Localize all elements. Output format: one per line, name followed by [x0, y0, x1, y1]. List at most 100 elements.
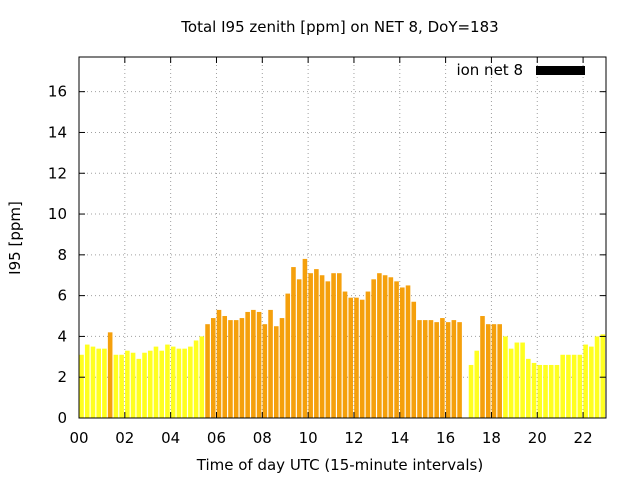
- bar: [325, 281, 331, 418]
- bar: [468, 364, 474, 418]
- grid: [79, 57, 606, 418]
- bar: [400, 287, 405, 418]
- bar: [445, 322, 451, 418]
- bar: [273, 326, 279, 418]
- bar: [365, 291, 371, 418]
- bar: [233, 320, 239, 418]
- y-tick-label: 0: [57, 409, 67, 427]
- bar: [526, 358, 531, 418]
- bar: [239, 318, 245, 418]
- y-tick-label: 12: [48, 164, 67, 182]
- bar: [514, 342, 520, 418]
- bar: [594, 336, 600, 418]
- x-axis-label: Time of day UTC (15-minute intervals): [196, 456, 483, 474]
- bar: [210, 318, 216, 418]
- bar: [119, 354, 124, 418]
- x-tick-label: 10: [299, 429, 318, 447]
- bar: [474, 350, 480, 418]
- bar: [394, 281, 399, 418]
- bar: [543, 364, 548, 418]
- x-tick-label: 08: [253, 429, 272, 447]
- y-tick-label: 2: [57, 368, 67, 386]
- bar: [245, 311, 250, 418]
- bar: [548, 364, 554, 418]
- x-tick-label: 02: [115, 429, 134, 447]
- bar: [84, 344, 90, 418]
- bar: [199, 336, 205, 418]
- bar: [147, 350, 153, 418]
- bar: [571, 354, 577, 418]
- bar: [348, 297, 354, 418]
- bar: [508, 348, 514, 418]
- bar: [600, 334, 606, 418]
- bars: [79, 258, 606, 418]
- bar: [256, 311, 262, 418]
- bar: [107, 332, 113, 418]
- x-tick-label: 04: [161, 429, 180, 447]
- bar: [165, 344, 170, 418]
- bar: [331, 273, 336, 418]
- bar: [314, 269, 319, 418]
- bar: [440, 318, 445, 418]
- bar: [566, 354, 571, 418]
- bar: [422, 320, 428, 418]
- bar: [531, 362, 537, 418]
- bar: [583, 344, 588, 418]
- bar: [102, 348, 107, 418]
- bar: [90, 346, 96, 418]
- y-tick-label: 6: [57, 287, 67, 305]
- bar: [228, 320, 233, 418]
- bar: [577, 354, 583, 418]
- bar: [188, 346, 193, 418]
- bar: [193, 340, 199, 418]
- bar: [434, 322, 439, 418]
- bar: [296, 279, 302, 418]
- bar: [79, 354, 84, 418]
- bar: [497, 324, 502, 418]
- legend: ion net 8: [456, 61, 585, 79]
- bar: [359, 299, 365, 418]
- y-tick-label: 8: [57, 246, 67, 264]
- bar: [537, 364, 543, 418]
- y-tick-label: 10: [48, 205, 67, 223]
- bar: [216, 309, 222, 418]
- bar: [354, 297, 359, 418]
- bar: [136, 358, 142, 418]
- bar: [113, 354, 119, 418]
- bar: [411, 301, 417, 418]
- bar: [319, 275, 325, 418]
- bar: [589, 346, 594, 418]
- x-tick-label: 16: [436, 429, 455, 447]
- bar: [554, 364, 560, 418]
- bar: [382, 275, 388, 418]
- bar: [182, 348, 187, 418]
- x-tick-label: 12: [344, 429, 363, 447]
- x-tick-label: 18: [482, 429, 501, 447]
- bar: [342, 291, 348, 418]
- y-axis-label: I95 [ppm]: [6, 201, 24, 275]
- bar: [130, 352, 136, 418]
- bar: [170, 346, 176, 418]
- legend-swatch: [536, 66, 585, 75]
- bar: [457, 322, 462, 418]
- bar: [417, 320, 422, 418]
- bar: [337, 273, 342, 418]
- bar: [388, 277, 394, 418]
- y-tick-label: 14: [48, 123, 67, 141]
- y-tick-label: 16: [48, 83, 67, 101]
- bar: [291, 267, 296, 418]
- x-tick-label: 00: [69, 429, 88, 447]
- bar: [503, 336, 508, 418]
- bar: [176, 348, 182, 418]
- x-tick-label: 20: [528, 429, 547, 447]
- bar: [222, 316, 228, 418]
- x-tick-label: 06: [207, 429, 226, 447]
- plot-frame: [78, 56, 607, 419]
- bar: [268, 309, 273, 418]
- bar: [262, 324, 268, 418]
- bar: [279, 318, 285, 418]
- bar: [480, 316, 485, 418]
- bar: [142, 352, 147, 418]
